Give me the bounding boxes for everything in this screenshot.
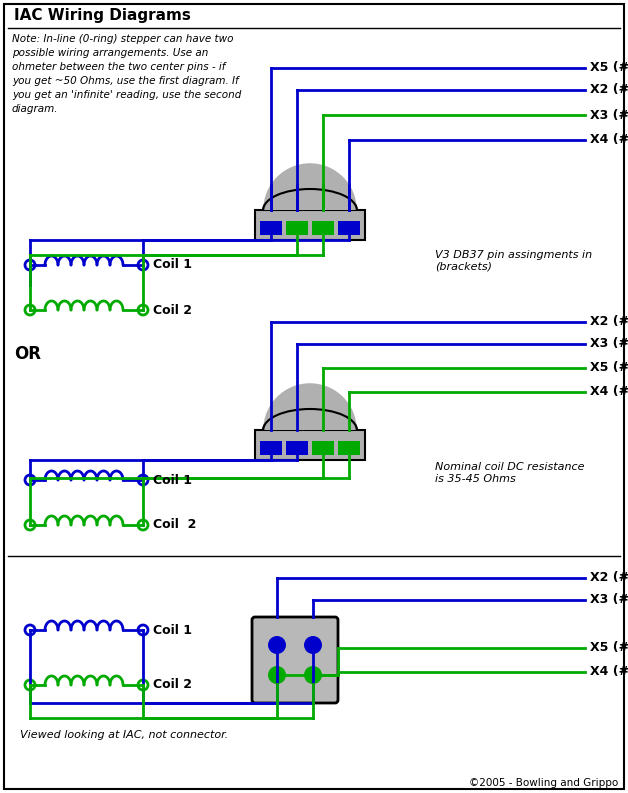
- Text: X4 (#29): X4 (#29): [590, 665, 628, 679]
- Circle shape: [25, 475, 35, 485]
- Circle shape: [138, 680, 148, 690]
- Text: Coil  2: Coil 2: [153, 519, 197, 531]
- Text: Coil 1: Coil 1: [153, 259, 192, 271]
- Circle shape: [25, 260, 35, 270]
- Bar: [312, 441, 334, 455]
- Bar: [312, 221, 334, 235]
- Circle shape: [268, 666, 286, 684]
- Bar: [338, 441, 360, 455]
- FancyBboxPatch shape: [255, 210, 365, 240]
- Circle shape: [25, 680, 35, 690]
- Text: Coil 1: Coil 1: [153, 623, 192, 637]
- Text: Coil 2: Coil 2: [153, 679, 192, 691]
- Circle shape: [268, 636, 286, 654]
- Circle shape: [138, 520, 148, 530]
- Text: X2 (#25): X2 (#25): [590, 572, 628, 584]
- Text: OR: OR: [14, 345, 41, 363]
- Circle shape: [138, 260, 148, 270]
- Bar: [260, 221, 282, 235]
- Bar: [260, 441, 282, 455]
- Wedge shape: [263, 383, 357, 430]
- Text: Viewed looking at IAC, not connector.: Viewed looking at IAC, not connector.: [20, 730, 228, 740]
- Bar: [286, 441, 308, 455]
- Text: IAC Wiring Diagrams: IAC Wiring Diagrams: [14, 8, 191, 23]
- Circle shape: [138, 305, 148, 315]
- Text: X5 (#31): X5 (#31): [590, 642, 628, 654]
- Bar: [286, 221, 308, 235]
- Circle shape: [304, 636, 322, 654]
- Wedge shape: [263, 163, 357, 210]
- Text: Coil 2: Coil 2: [153, 304, 192, 316]
- Text: X5 (#31): X5 (#31): [590, 362, 628, 374]
- Text: V3 DB37 pin assingments in
(brackets): V3 DB37 pin assingments in (brackets): [435, 250, 592, 271]
- FancyBboxPatch shape: [252, 617, 338, 703]
- Circle shape: [304, 666, 322, 684]
- Circle shape: [25, 520, 35, 530]
- Text: X2 (#25): X2 (#25): [590, 316, 628, 328]
- Text: Note: In-line (0-ring) stepper can have two
possible wiring arrangements. Use an: Note: In-line (0-ring) stepper can have …: [12, 34, 241, 114]
- Text: X2 (#29): X2 (#29): [590, 83, 628, 97]
- Text: X4 (#25): X4 (#25): [590, 133, 628, 147]
- Text: X4 (#29): X4 (#29): [590, 385, 628, 399]
- Circle shape: [138, 625, 148, 635]
- FancyBboxPatch shape: [255, 430, 365, 460]
- Text: X5 (#31): X5 (#31): [590, 62, 628, 75]
- Text: Nominal coil DC resistance
is 35-45 Ohms: Nominal coil DC resistance is 35-45 Ohms: [435, 462, 585, 484]
- Circle shape: [25, 305, 35, 315]
- Text: ©2005 - Bowling and Grippo: ©2005 - Bowling and Grippo: [468, 778, 618, 788]
- Text: Coil 1: Coil 1: [153, 473, 192, 486]
- Circle shape: [138, 475, 148, 485]
- Text: X3 (#27): X3 (#27): [590, 109, 628, 121]
- Circle shape: [25, 625, 35, 635]
- Text: X3 (#27): X3 (#27): [590, 593, 628, 607]
- Text: X3 (#27): X3 (#27): [590, 338, 628, 351]
- Bar: [338, 221, 360, 235]
